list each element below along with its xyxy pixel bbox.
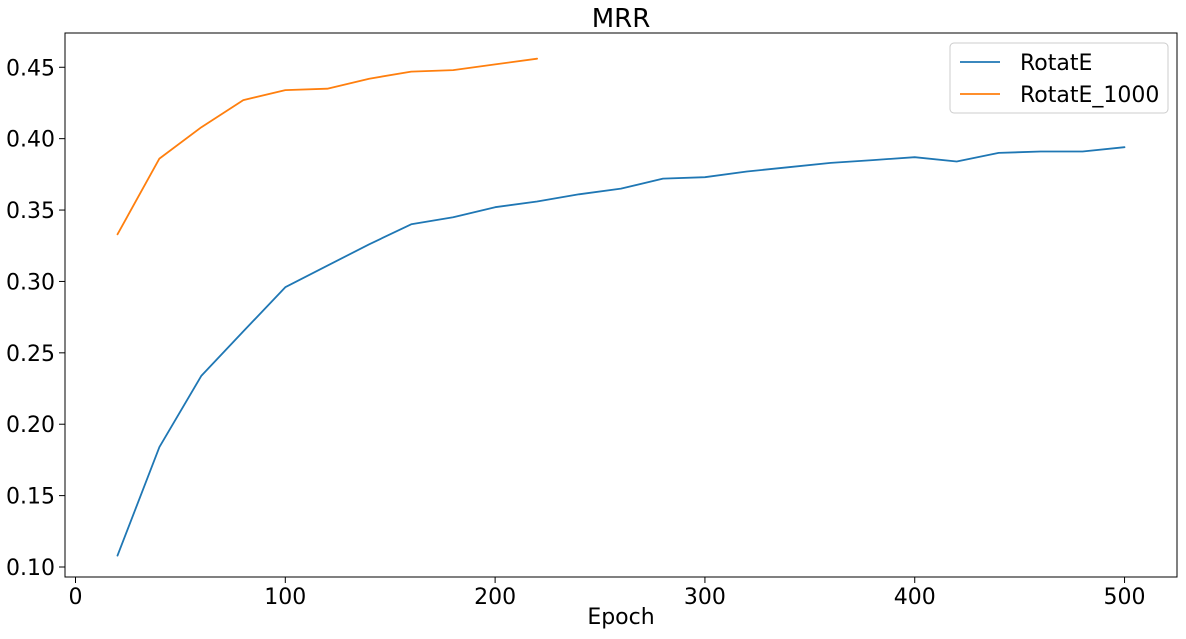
- y-tick-label: 0.40: [6, 128, 55, 153]
- y-tick-label: 0.25: [6, 342, 55, 367]
- x-axis-label: Epoch: [587, 605, 654, 630]
- x-tick-label: 300: [684, 585, 726, 610]
- legend-box: [949, 42, 1169, 114]
- y-tick-label: 0.30: [6, 270, 55, 295]
- plot-area: [116, 57, 1126, 557]
- y-tick-label: 0.45: [6, 56, 55, 81]
- x-tick-label: 500: [1104, 585, 1146, 610]
- x-tick-label: 400: [894, 585, 936, 610]
- y-tick-label: 0.15: [6, 485, 55, 510]
- x-tick-label: 0: [68, 585, 82, 610]
- x-tick-label: 200: [474, 585, 516, 610]
- series-line-1: [116, 146, 1126, 557]
- chart-title: MRR: [592, 4, 651, 34]
- legend: RotatE RotatE_1000: [949, 42, 1169, 114]
- plot-frame: [64, 32, 1178, 578]
- y-tick-label: 0.10: [6, 556, 55, 581]
- series-line-2: [116, 57, 538, 236]
- axes: 0 100 200 300 400 500 0.10 0.15 0.20 0.25 0.30 0.35…: [6, 32, 1178, 610]
- x-tick-label: 100: [264, 585, 306, 610]
- y-tick-label: 0.35: [6, 199, 55, 224]
- legend-label-1: RotatE: [1020, 51, 1092, 76]
- legend-label-2: RotatE_1000: [1020, 83, 1159, 108]
- y-tick-label: 0.20: [6, 413, 55, 438]
